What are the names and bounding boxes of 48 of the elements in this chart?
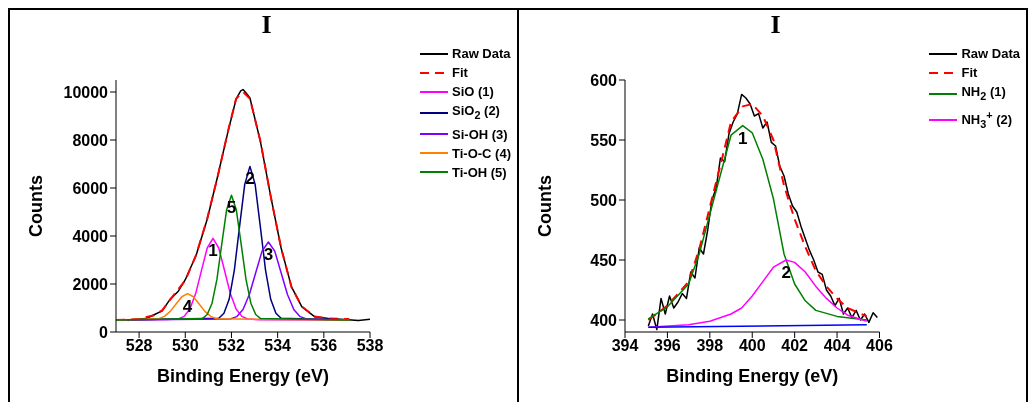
annotation: 4	[182, 296, 193, 316]
x-tick-label: 400	[738, 337, 766, 355]
y-tick-label: 8000	[72, 131, 109, 149]
y-tick-label: 0	[99, 323, 109, 341]
annotation: 1	[737, 128, 748, 148]
legend-label: SiO (1)	[452, 83, 494, 101]
x-axis-title: Binding Energy (eV)	[157, 366, 330, 386]
y-tick-label: 500	[590, 191, 618, 209]
legend-label: SiO$_{2}$ (2)	[452, 102, 500, 123]
legend-label: Raw Data	[452, 45, 511, 63]
x-tick-label: 528	[125, 337, 153, 355]
y-tick-label: 4000	[72, 227, 109, 245]
x-tick-label: 538	[356, 337, 384, 355]
y-tick-label: 550	[590, 131, 618, 149]
chart-title: I	[260, 10, 273, 40]
legend-label: Ti-OH (5)	[452, 163, 507, 182]
y-axis-title: Counts	[26, 175, 47, 237]
y-tick-label: 600	[590, 71, 618, 89]
x-tick-label: 396	[654, 337, 681, 355]
y-tick-label: 450	[590, 251, 618, 269]
x-tick-label: 532	[218, 337, 245, 355]
y-axis-title: Counts	[535, 175, 556, 237]
legend-label: Si-OH (3)	[452, 125, 508, 144]
x-tick-label: 402	[781, 337, 809, 355]
legend-label: Fit	[452, 64, 468, 82]
y-tick-label: 10000	[63, 83, 109, 101]
x-tick-label: 398	[696, 337, 724, 355]
legend-label: NH$_{3}$$^{+}$ (2)	[961, 107, 1013, 132]
x-tick-label: 530	[171, 337, 199, 355]
y-tick-label: 6000	[72, 179, 109, 197]
x-tick-label: 406	[866, 337, 893, 355]
y-tick-label: 400	[590, 311, 618, 329]
x-tick-label: 536	[310, 337, 338, 355]
legend-label: NH$_{2}$ (1)	[961, 83, 1006, 104]
legend-label: Ti-O-C (4)	[452, 144, 511, 163]
annotation: 1	[208, 241, 218, 261]
annotation: 2	[781, 263, 791, 283]
x-tick-label: 394	[611, 337, 639, 355]
y-tick-label: 2000	[72, 275, 109, 293]
legend-label: Raw Data	[961, 45, 1020, 63]
annotation: 5	[226, 198, 237, 218]
x-tick-label: 404	[823, 337, 851, 355]
annotation: 3	[263, 245, 274, 265]
line-series	[116, 194, 350, 321]
x-tick-label: 534	[264, 337, 292, 355]
legend-label: Fit	[961, 64, 978, 82]
chart-title: I	[769, 10, 782, 40]
x-axis-title: Binding Energy (eV)	[666, 366, 839, 386]
